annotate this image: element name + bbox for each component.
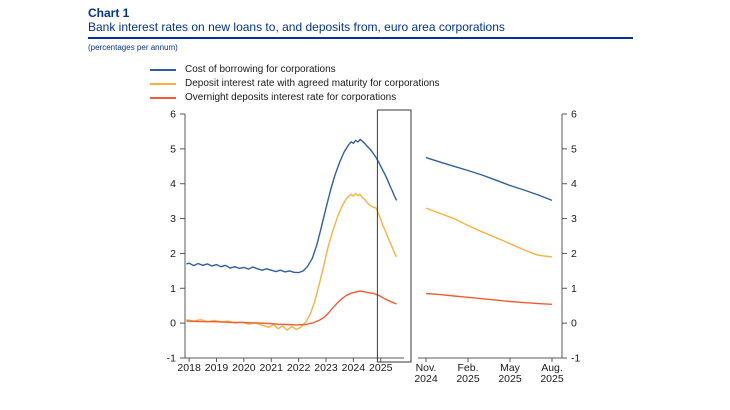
axis-tick-label: 2025 — [369, 362, 393, 374]
axis-tick-label: 2021 — [260, 362, 284, 374]
left-panel: -1 0 1 2 3 4 5 6 2018 2019 2020 2021 2022 2023 2024 202… — [167, 109, 412, 374]
axis-tick-label: 2018 — [177, 362, 201, 374]
axis-tick-label: 3 — [170, 213, 176, 225]
axis-tick-label: 2 — [571, 248, 577, 260]
series-line-overnight-deposits-right — [425, 292, 553, 305]
title-divider — [88, 37, 633, 39]
series-line-deposit-agreed-maturity-right — [425, 207, 553, 258]
axis-tick-label: 2022 — [287, 362, 311, 374]
axis-tick-label: 2019 — [205, 362, 229, 374]
series-line-overnight-deposits-left — [186, 290, 397, 326]
series-line-cost-of-borrowing-right — [425, 156, 553, 202]
axis-tick-label: 2 — [170, 248, 176, 260]
axis-tick-label: -1 — [571, 353, 580, 365]
chart-subtitle: (percentages per annum) — [88, 43, 178, 52]
legend-line-swatch-yellow — [150, 82, 176, 85]
axis-tick-label: 4 — [170, 178, 176, 190]
series-line-deposit-agreed-maturity-left — [186, 192, 398, 331]
axis-tick-label: 4 — [571, 178, 577, 190]
legend-item-deposit-agreed-maturity: Deposit interest rate with agreed maturi… — [150, 78, 440, 89]
axis-tick-label: 6 — [170, 109, 176, 121]
legend-label: Overnight deposits interest rate for cor… — [185, 92, 397, 103]
legend-label: Cost of borrowing for corporations — [185, 64, 336, 75]
axis-tick-label: 2020 — [232, 362, 256, 374]
axis-tick-label: 2025 — [456, 373, 480, 385]
legend-label: Deposit interest rate with agreed maturi… — [185, 78, 440, 89]
legend-line-swatch-red — [150, 96, 176, 99]
axis-tick-label: 1 — [170, 283, 176, 295]
axis-tick-label: 5 — [571, 143, 577, 155]
axis-tick-label: 2024 — [414, 373, 438, 385]
legend: Cost of borrowing for corporations Depos… — [150, 64, 440, 103]
axis-tick-label: 3 — [571, 213, 577, 225]
page-title: Bank interest rates on new loans to, and… — [88, 20, 505, 34]
chart-number-label: Chart 1 — [88, 6, 130, 20]
axis-tick-label: May — [500, 362, 521, 374]
axis-tick-label: Aug. — [541, 362, 563, 374]
axis-tick-label: 5 — [170, 143, 176, 155]
axis-tick-label: 0 — [170, 318, 176, 330]
axis-tick-label: 2023 — [314, 362, 338, 374]
legend-item-cost-of-borrowing: Cost of borrowing for corporations — [150, 64, 440, 75]
axis-tick-label: 1 — [571, 283, 577, 295]
axis-tick-label: -1 — [167, 353, 176, 365]
axis-tick-label: Nov. — [416, 362, 437, 374]
axis-tick-label: 2025 — [540, 373, 564, 385]
axis-tick-label: 0 — [571, 318, 577, 330]
zoom-highlight-box — [376, 109, 412, 363]
axis-tick-label: 6 — [571, 109, 577, 121]
legend-line-swatch-blue — [150, 68, 176, 71]
axis-tick-label: Feb. — [457, 362, 478, 374]
series-line-cost-of-borrowing-left — [186, 138, 398, 274]
axis-tick-label: 2024 — [342, 362, 366, 374]
axis-tick-label: 2025 — [498, 373, 522, 385]
legend-item-overnight-deposits: Overnight deposits interest rate for cor… — [150, 92, 440, 103]
